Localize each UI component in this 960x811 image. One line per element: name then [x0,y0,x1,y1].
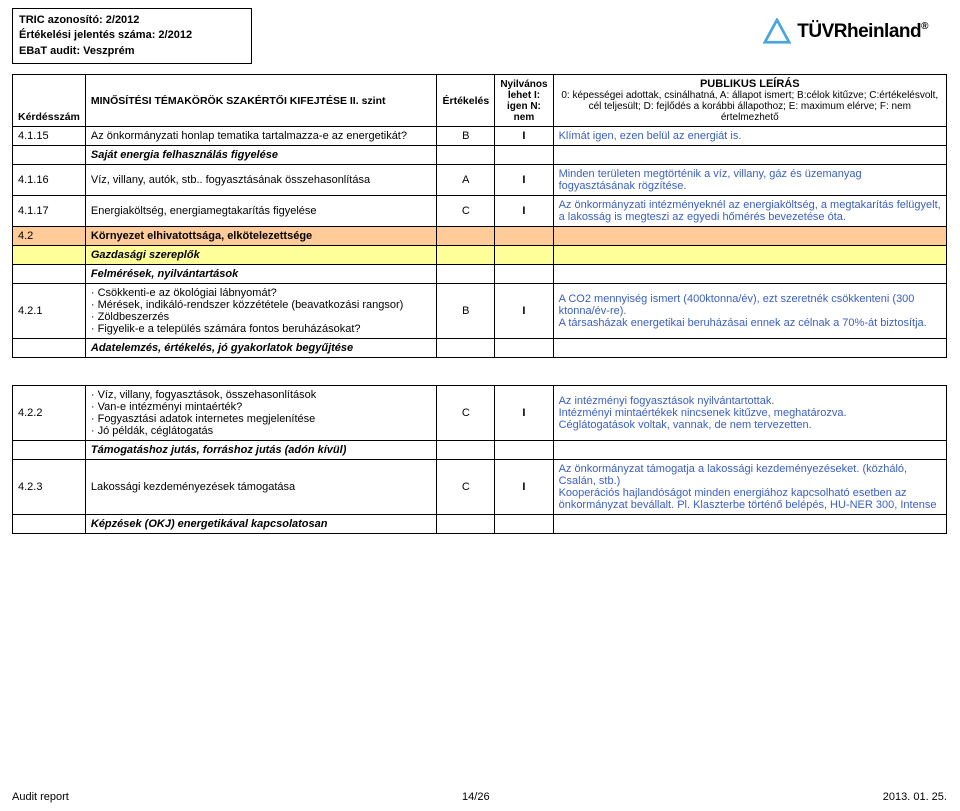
cell-number [13,339,86,358]
cell-public [495,515,553,534]
col-number: Kérdésszám [13,75,86,127]
cell-public [495,227,553,246]
footer-left: Audit report [12,791,69,803]
cell-eval [437,227,495,246]
cell-topic: · Víz, villany, fogyasztások, összehason… [85,386,436,441]
table-row: 4.2.3Lakossági kezdeményezések támogatás… [13,460,947,515]
footer-center: 14/26 [462,791,490,803]
page-footer: Audit report 14/26 2013. 01. 25. [12,791,947,803]
cell-public [495,265,553,284]
cell-topic: Adatelemzés, értékelés, jó gyakorlatok b… [85,339,436,358]
logo-text: TÜVRheinland® [797,21,928,43]
cell-topic: Gazdasági szereplők [85,246,436,265]
cell-description [553,441,946,460]
cell-eval [437,265,495,284]
cell-public: I [495,196,553,227]
cell-eval: A [437,165,495,196]
cell-topic: Energiaköltség, energiamegtakarítás figy… [85,196,436,227]
tuv-triangle-icon [763,18,791,46]
table-row: Támogatáshoz jutás, forráshoz jutás (adó… [13,441,947,460]
col-topic: MINŐSÍTÉSI TÉMAKÖRÖK SZAKÉRTŐI KIFEJTÉSE… [85,75,436,127]
cell-topic: Felmérések, nyilvántartások [85,265,436,284]
cell-eval [437,515,495,534]
cell-eval: B [437,284,495,339]
col-eval: Értékelés [437,75,495,127]
table-row: 4.2Környezet elhivatottsága, elkötelezet… [13,227,947,246]
cell-topic: Környezet elhivatottsága, elkötelezettsé… [85,227,436,246]
cell-description: A CO2 mennyiség ismert (400ktonna/év), e… [553,284,946,339]
cell-number: 4.1.16 [13,165,86,196]
header-row: Kérdésszám MINŐSÍTÉSI TÉMAKÖRÖK SZAKÉRTŐ… [13,75,947,127]
cell-public: I [495,460,553,515]
cell-description [553,339,946,358]
table-row: 4.1.16Víz, villany, autók, stb.. fogyasz… [13,165,947,196]
cell-topic: Lakossági kezdeményezések támogatása [85,460,436,515]
cell-topic: Képzések (OKJ) energetikával kapcsolatos… [85,515,436,534]
cell-eval: C [437,386,495,441]
cell-eval: C [437,460,495,515]
table-row: Adatelemzés, értékelés, jó gyakorlatok b… [13,339,947,358]
doc-id-box: TRIC azonosító: 2/2012 Értékelési jelent… [12,8,252,64]
cell-description [553,265,946,284]
report-number: Értékelési jelentés száma: 2/2012 [19,28,245,43]
cell-public: I [495,284,553,339]
cell-number: 4.2.2 [13,386,86,441]
cell-public [495,146,553,165]
cell-description: Az önkormányzati intézményeknél az energ… [553,196,946,227]
table-row: Felmérések, nyilvántartások [13,265,947,284]
cell-topic: · Csökkenti-e az ökológiai lábnyomát? · … [85,284,436,339]
table-row: Gazdasági szereplők [13,246,947,265]
cell-eval: B [437,127,495,146]
cell-description [553,246,946,265]
col-public: Nyilvános lehet I: igen N: nem [495,75,553,127]
cell-eval [437,146,495,165]
cell-topic: Támogatáshoz jutás, forráshoz jutás (adó… [85,441,436,460]
table-row [13,358,947,386]
cell-number [13,265,86,284]
tuv-logo: TÜVRheinland® [763,18,928,46]
cell-description [553,515,946,534]
footer-right: 2013. 01. 25. [883,791,947,803]
cell-eval [437,339,495,358]
cell-number: 4.2 [13,227,86,246]
audit-location: EBaT audit: Veszprém [19,44,245,59]
table-body: 4.1.15Az önkormányzati honlap tematika t… [13,127,947,534]
col-description: PUBLIKUS LEÍRÁS 0: képességei adottak, c… [553,75,946,127]
cell-number [13,146,86,165]
cell-description [553,146,946,165]
evaluation-table: Kérdésszám MINŐSÍTÉSI TÉMAKÖRÖK SZAKÉRTŐ… [12,74,947,534]
table-row: 4.2.1· Csökkenti-e az ökológiai lábnyomá… [13,284,947,339]
cell-topic: Saját energia felhasználás figyelése [85,146,436,165]
table-row: Képzések (OKJ) energetikával kapcsolatos… [13,515,947,534]
table-row: 4.2.2· Víz, villany, fogyasztások, össze… [13,386,947,441]
cell-number: 4.1.17 [13,196,86,227]
cell-description: Klímát igen, ezen belül az energiát is. [553,127,946,146]
table-row: 4.1.17Energiaköltség, energiamegtakarítá… [13,196,947,227]
cell-public: I [495,127,553,146]
cell-eval: C [437,196,495,227]
cell-description: Minden területen megtörténik a víz, vill… [553,165,946,196]
cell-public: I [495,386,553,441]
cell-description: Az intézményi fogyasztások nyilvántartot… [553,386,946,441]
cell-public: I [495,165,553,196]
cell-topic: Az önkormányzati honlap tematika tartalm… [85,127,436,146]
cell-number [13,441,86,460]
table-row: Saját energia felhasználás figyelése [13,146,947,165]
cell-number [13,246,86,265]
cell-eval [437,441,495,460]
cell-description: Az önkormányzat támogatja a lakossági ke… [553,460,946,515]
cell-eval [437,246,495,265]
cell-public [495,339,553,358]
cell-number [13,515,86,534]
tric-id: TRIC azonosító: 2/2012 [19,13,245,28]
cell-number: 4.2.1 [13,284,86,339]
cell-number: 4.2.3 [13,460,86,515]
cell-public [495,246,553,265]
cell-topic: Víz, villany, autók, stb.. fogyasztásána… [85,165,436,196]
table-row: 4.1.15Az önkormányzati honlap tematika t… [13,127,947,146]
cell-public [495,441,553,460]
cell-number: 4.1.15 [13,127,86,146]
cell-description [553,227,946,246]
